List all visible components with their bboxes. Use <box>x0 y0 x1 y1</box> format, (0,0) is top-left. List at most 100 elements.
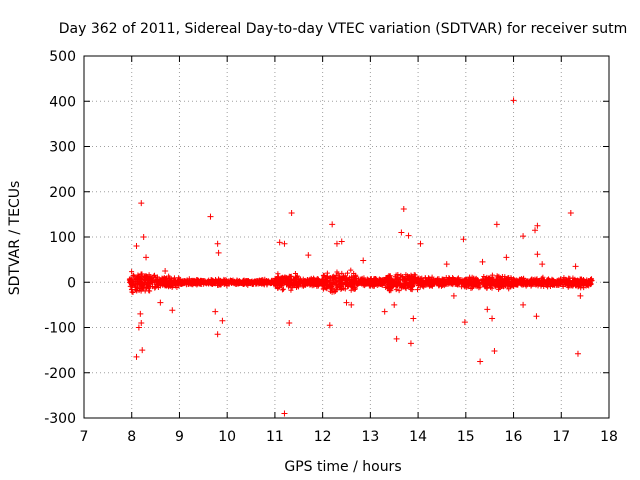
data-point <box>482 281 488 287</box>
data-point <box>334 278 340 284</box>
outlier-point <box>534 251 541 258</box>
outlier-point <box>410 315 417 322</box>
data-point <box>383 283 389 289</box>
data-point <box>345 270 351 276</box>
x-tick-label: 7 <box>80 429 89 445</box>
data-point <box>497 275 503 281</box>
data-point <box>277 279 283 285</box>
data-point <box>297 278 303 284</box>
outlier-point <box>133 353 140 360</box>
data-point <box>152 283 158 289</box>
data-point <box>350 283 356 289</box>
data-point <box>254 281 260 287</box>
y-tick-label: -100 <box>44 321 76 337</box>
outlier-point <box>138 200 145 207</box>
data-point <box>129 269 135 275</box>
data-point <box>279 287 285 293</box>
data-point <box>126 276 132 282</box>
x-tick-label: 8 <box>127 429 136 445</box>
data-point <box>554 277 560 283</box>
data-point <box>147 283 153 289</box>
outlier-point <box>391 301 398 308</box>
data-point <box>264 279 270 285</box>
data-point <box>320 272 326 278</box>
data-point <box>337 278 343 284</box>
outlier-point <box>140 234 147 240</box>
data-point <box>422 282 428 288</box>
outlier-point <box>138 319 145 326</box>
outlier-point <box>214 240 221 247</box>
outlier-point <box>520 233 527 240</box>
x-tick-label: 16 <box>505 429 523 445</box>
data-layer <box>126 97 595 417</box>
outlier-point <box>577 292 584 299</box>
data-point <box>588 277 594 283</box>
data-point <box>426 277 432 283</box>
data-point <box>190 282 196 288</box>
data-point <box>491 281 497 287</box>
outlier-point <box>417 240 424 247</box>
data-point <box>577 279 583 285</box>
data-point <box>386 274 392 280</box>
data-point <box>313 280 319 286</box>
data-point <box>221 276 227 282</box>
data-point <box>491 280 497 286</box>
data-point <box>549 278 555 284</box>
data-point <box>403 286 409 292</box>
data-point <box>501 281 507 287</box>
outlier-point <box>460 236 467 243</box>
data-point <box>230 277 236 283</box>
outlier-point <box>533 313 540 320</box>
data-point <box>505 281 511 287</box>
tick-layer: 7 8 9 10 11 12 13 14 15 16 17 18 -300 -200 -100 0 100 200… <box>44 49 618 445</box>
y-tick-label: 0 <box>67 275 76 291</box>
y-tick-label: 100 <box>49 230 76 246</box>
data-point <box>370 279 376 285</box>
data-point <box>331 273 337 279</box>
x-tick-label: 11 <box>266 429 284 445</box>
data-point <box>144 273 150 279</box>
y-tick-label: 400 <box>49 94 76 110</box>
data-point <box>137 285 143 291</box>
data-point <box>338 284 344 290</box>
data-point <box>334 287 340 293</box>
x-axis-label: GPS time / hours <box>284 459 401 475</box>
x-tick-label: 14 <box>409 429 427 445</box>
data-point <box>352 286 358 292</box>
outlier-point <box>326 322 333 329</box>
data-point <box>560 283 566 289</box>
outlier-point <box>534 222 541 229</box>
data-point <box>147 288 153 294</box>
data-point <box>420 278 426 284</box>
data-point <box>486 280 492 286</box>
data-point <box>259 279 265 285</box>
y-tick-label: 200 <box>49 185 76 201</box>
outlier-point <box>139 347 146 354</box>
data-point <box>127 279 133 285</box>
outlier-point <box>215 249 222 256</box>
data-point <box>322 281 328 287</box>
data-point <box>177 280 183 286</box>
data-point <box>359 275 365 281</box>
data-point <box>493 276 499 282</box>
data-point <box>508 275 514 281</box>
data-point <box>169 283 175 289</box>
outlier-point <box>333 240 340 247</box>
data-point <box>155 281 161 287</box>
outlier-point <box>461 319 468 326</box>
data-point <box>468 286 474 292</box>
data-point <box>128 287 134 293</box>
outlier-point <box>343 299 350 306</box>
outlier-point <box>503 254 510 261</box>
x-tick-label: 15 <box>457 429 475 445</box>
outlier-point <box>207 213 214 220</box>
data-point <box>557 276 563 282</box>
data-point <box>473 275 479 281</box>
x-tick-label: 12 <box>314 429 332 445</box>
data-point <box>463 280 469 286</box>
y-axis-label: SDTVAR / TECUs <box>7 181 23 296</box>
outlier-point <box>281 410 288 417</box>
data-point <box>334 269 340 275</box>
data-point <box>489 274 495 280</box>
data-point <box>213 277 219 283</box>
